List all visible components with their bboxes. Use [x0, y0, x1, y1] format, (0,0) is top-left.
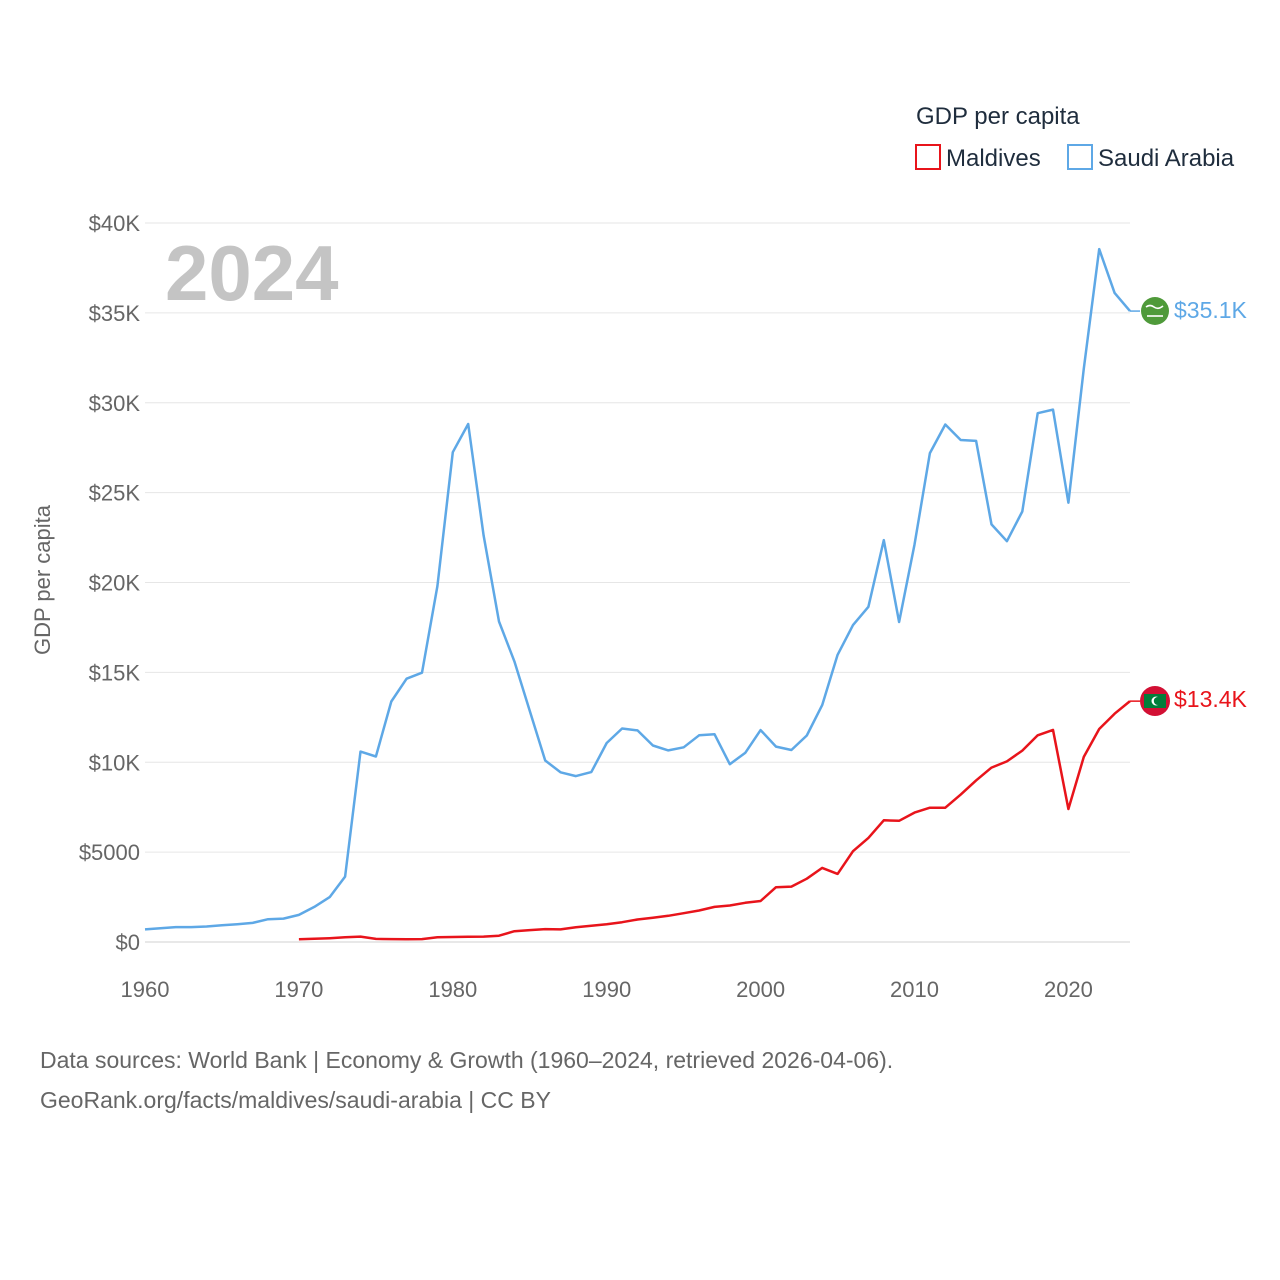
- y-tick-label: $25K: [89, 481, 141, 506]
- end-label-maldives: $13.4K: [1174, 686, 1248, 712]
- y-tick-label: $10K: [89, 750, 141, 775]
- legend-label-saudi-arabia: Saudi Arabia: [1098, 145, 1235, 172]
- legend-swatch-saudi-arabia: [1067, 144, 1093, 170]
- y-tick-label: $40K: [89, 211, 141, 236]
- grid-lines: [145, 222, 1130, 943]
- y-tick-label: $20K: [89, 571, 141, 596]
- legend-swatch-maldives: [915, 144, 941, 170]
- source-line-1: Data sources: World Bank | Economy & Gro…: [40, 1047, 894, 1073]
- x-tick-label: 2020: [1044, 977, 1093, 1002]
- y-tick-label: $0: [116, 930, 140, 955]
- series-layer: [144, 247, 1140, 941]
- y-tick-label: $5000: [79, 840, 140, 865]
- year-label: 2024: [165, 229, 339, 317]
- series-line-maldives: [298, 700, 1131, 941]
- legend: GDP per capita Maldives Saudi Arabia: [915, 103, 1235, 172]
- y-tick-label: $35K: [89, 301, 141, 326]
- y-tick-label: $15K: [89, 660, 141, 685]
- x-tick-label: 2000: [736, 977, 785, 1002]
- source-line-2: GeoRank.org/facts/maldives/saudi-arabia …: [40, 1087, 551, 1113]
- legend-label-maldives: Maldives: [946, 145, 1041, 172]
- x-axis: 1960 1970 1980 1990 2000 2010 2020: [121, 977, 1093, 1002]
- x-tick-label: 1990: [582, 977, 631, 1002]
- legend-title: GDP per capita: [916, 103, 1080, 130]
- y-axis: $0 $5000 $10K $15K $20K $25K $30K $35K $40K: [79, 211, 141, 955]
- y-tick-label: $30K: [89, 391, 141, 416]
- x-tick-label: 1980: [428, 977, 477, 1002]
- data-source-note: Data sources: World Bank | Economy & Gro…: [40, 1040, 893, 1120]
- y-axis-title: GDP per capita: [30, 504, 55, 655]
- x-tick-label: 1970: [274, 977, 323, 1002]
- x-tick-label: 1960: [121, 977, 170, 1002]
- end-markers: $35.1K $13.4K: [1140, 297, 1248, 716]
- saudi-arabia-flag-icon: [1141, 297, 1169, 325]
- end-label-saudi-arabia: $35.1K: [1174, 297, 1248, 323]
- maldives-flag-icon: [1140, 686, 1170, 716]
- x-tick-label: 2010: [890, 977, 939, 1002]
- series-line-saudi-arabia: [144, 247, 1131, 931]
